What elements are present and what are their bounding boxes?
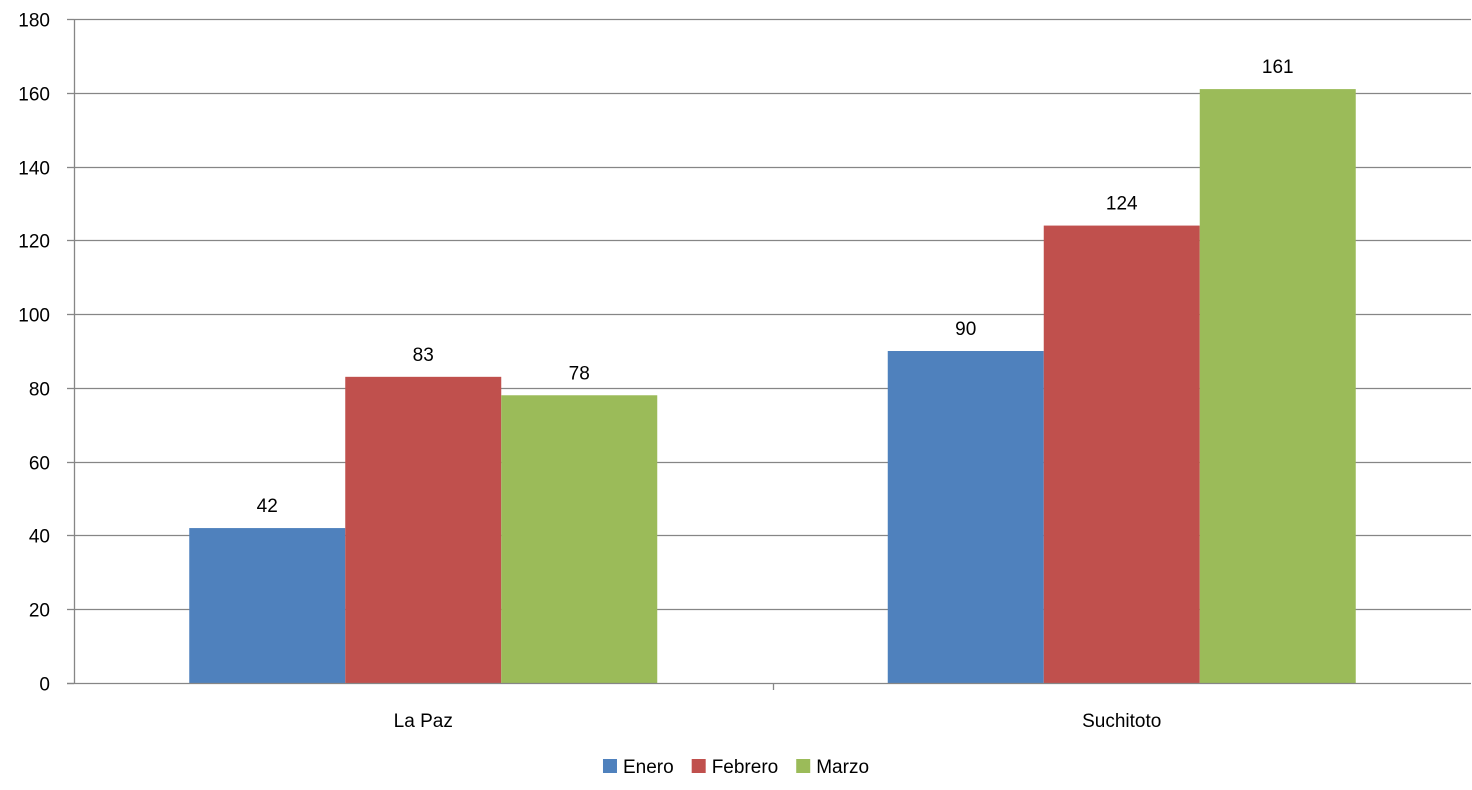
data-label: 42 [257, 496, 278, 517]
data-label: 161 [1262, 57, 1294, 78]
legend-swatch-febrero [691, 759, 706, 773]
bar-febrero-la-paz [345, 376, 502, 683]
bar-enero-suchitoto [887, 351, 1044, 683]
y-tick-label: 80 [29, 380, 50, 401]
legend-swatch-marzo [796, 759, 811, 773]
y-tick-label: 180 [18, 11, 50, 32]
x-tick-label: La Paz [394, 711, 453, 732]
y-tick-label: 20 [29, 601, 50, 622]
legend-label-enero: Enero [623, 757, 674, 778]
legend: Enero Febrero Marzo [602, 757, 869, 778]
bar-febrero-suchitoto [1043, 225, 1200, 684]
data-label: 83 [413, 345, 434, 366]
legend-swatch-enero [602, 759, 617, 773]
legend-label-febrero: Febrero [712, 757, 779, 778]
axes: 0 20 40 60 80 100 120 140 160 180 La Paz Suchitoto [18, 11, 1471, 732]
data-label: 124 [1106, 194, 1138, 215]
bar-marzo-la-paz [501, 395, 658, 683]
bar-enero-la-paz [189, 528, 346, 683]
y-tick-label: 0 [39, 675, 50, 696]
data-label: 78 [569, 363, 590, 384]
x-tick-label: Suchitoto [1082, 711, 1161, 732]
y-tick-label: 160 [18, 85, 50, 106]
data-label: 90 [955, 319, 976, 340]
bar-marzo-suchitoto [1199, 89, 1356, 684]
y-tick-label: 140 [18, 159, 50, 180]
legend-label-marzo: Marzo [816, 757, 869, 778]
y-tick-label: 40 [29, 527, 50, 548]
y-tick-label: 60 [29, 454, 50, 475]
bars [189, 89, 1356, 684]
y-tick-label: 120 [18, 232, 50, 253]
data-labels: 42 83 78 90 124 161 [257, 57, 1294, 517]
y-tick-label: 100 [18, 306, 50, 327]
